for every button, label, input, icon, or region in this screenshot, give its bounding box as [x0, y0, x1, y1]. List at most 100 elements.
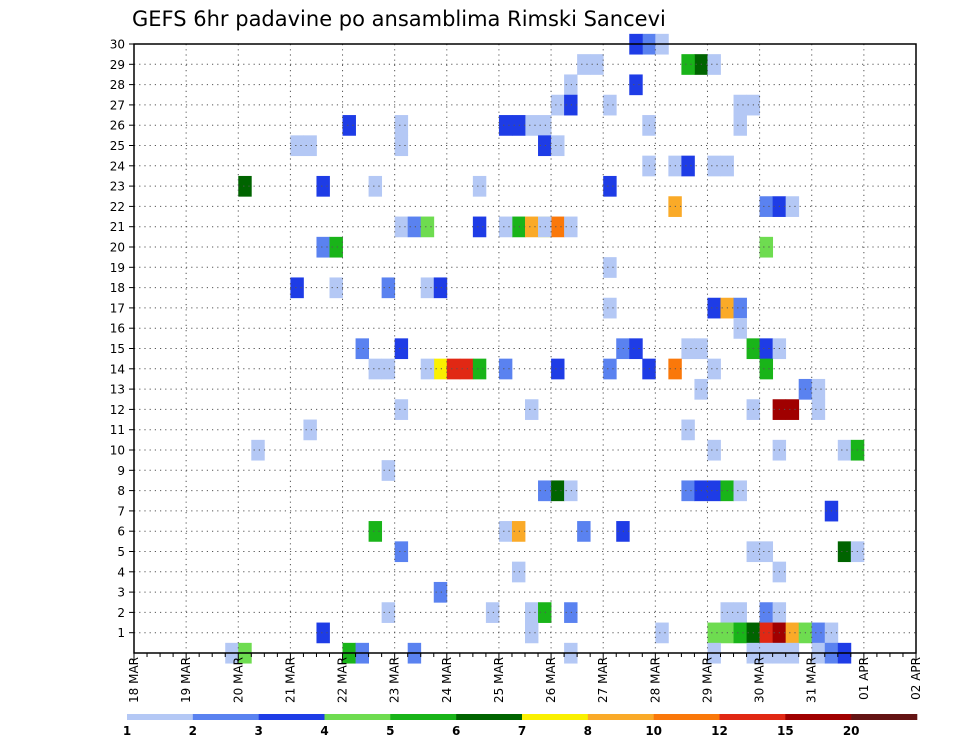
- heatmap-cell: [538, 115, 552, 136]
- y-tick-label: 21: [110, 220, 125, 234]
- y-tick-label: 25: [110, 139, 125, 153]
- x-tick-label: 26 MAR: [544, 657, 558, 703]
- y-tick-label: 6: [117, 525, 125, 539]
- heatmap-cell: [420, 277, 435, 299]
- legend-swatch: [785, 714, 852, 720]
- x-tick-label: 28 MAR: [648, 657, 662, 703]
- y-tick-label: 19: [110, 261, 125, 275]
- heatmap-cell: [446, 358, 461, 380]
- y-tick-label: 17: [110, 301, 125, 315]
- y-axis: 1234567891011121314151617181920212223242…: [110, 38, 134, 640]
- heatmap-cell: [472, 175, 487, 197]
- heatmap-cell: [811, 622, 826, 644]
- legend-label: 6: [452, 724, 460, 738]
- heatmap-cell: [759, 236, 774, 258]
- y-tick-label: 2: [117, 606, 125, 620]
- heatmap-cell: [629, 74, 643, 96]
- y-tick-label: 24: [110, 159, 125, 173]
- heatmap-cell: [707, 358, 721, 380]
- y-tick-label: 8: [117, 484, 125, 498]
- heatmap-cell: [381, 602, 396, 623]
- x-tick-label: 30 MAR: [753, 657, 767, 703]
- heatmap-cell: [629, 338, 643, 360]
- heatmap-cell: [498, 216, 513, 238]
- heatmap-cell: [603, 175, 617, 197]
- heatmap-cell: [525, 622, 539, 644]
- y-tick-label: 3: [117, 586, 125, 600]
- legend-label: 3: [254, 724, 262, 738]
- color-legend: 1 2 3 4 5 6 7 8 10 12 15 20: [123, 714, 918, 738]
- heatmap-cell: [733, 297, 747, 319]
- legend-swatch: [456, 714, 523, 720]
- x-tick-label: 02 APR: [909, 657, 923, 700]
- x-tick-label: 20 MAR: [231, 657, 245, 703]
- heatmap-cell: [420, 216, 435, 238]
- heatmap-cell: [655, 622, 669, 644]
- heatmap-cell: [511, 115, 526, 136]
- heatmap-cell: [511, 561, 526, 583]
- heatmap-cell: [472, 216, 487, 238]
- y-tick-label: 4: [117, 565, 125, 579]
- heatmap-cell: [303, 135, 317, 157]
- heatmap-cell: [459, 358, 474, 380]
- heatmap-cell: [511, 216, 526, 238]
- legend-swatch: [719, 714, 786, 720]
- legend-swatch: [258, 714, 325, 720]
- heatmap-cell: [498, 521, 513, 542]
- heatmap-cell: [551, 216, 565, 238]
- heatmap-cell: [785, 622, 800, 644]
- heatmap-cell: [394, 541, 409, 563]
- y-tick-label: 11: [110, 423, 125, 437]
- heatmap-cell: [577, 54, 591, 75]
- grid-lines: [134, 43, 916, 653]
- heatmap-cell: [394, 338, 409, 360]
- heatmap-cell: [368, 521, 383, 542]
- heatmap-cell: [707, 439, 721, 461]
- heatmap-cell: [538, 135, 552, 157]
- heatmap-cell: [785, 399, 800, 420]
- legend-label: 15: [777, 724, 794, 738]
- y-tick-label: 23: [110, 180, 125, 194]
- heatmap-cell: [733, 602, 747, 623]
- x-axis: 18 MAR 19 MAR 20 MAR 21 MAR 22 MAR 23 MAR 24 M…: [127, 653, 923, 703]
- heatmap-cell: [433, 358, 448, 380]
- heatmap-cell: [525, 602, 539, 623]
- heatmap-cell: [538, 216, 552, 238]
- y-tick-label: 14: [110, 362, 125, 376]
- heatmap-cell: [759, 338, 774, 360]
- heatmap-cell: [368, 175, 383, 197]
- heatmap-cell: [707, 622, 721, 644]
- legend-label: 5: [386, 724, 394, 738]
- x-tick-label: 19 MAR: [179, 657, 193, 703]
- heatmap-cell: [238, 175, 252, 197]
- heatmap-cell: [342, 115, 356, 136]
- heatmap-cell: [759, 541, 774, 563]
- legend-swatch: [192, 714, 259, 720]
- heatmap-cell: [733, 622, 747, 644]
- y-tick-label: 26: [110, 119, 125, 133]
- heatmap-cell: [316, 622, 330, 644]
- y-tick-label: 5: [117, 545, 125, 559]
- x-tick-label: 27 MAR: [596, 657, 610, 703]
- y-tick-label: 15: [110, 342, 125, 356]
- heatmap-cell: [603, 358, 617, 380]
- heatmap-cell: [394, 216, 409, 238]
- legend-swatch: [127, 714, 194, 720]
- legend-swatch: [324, 714, 391, 720]
- heatmap-cell: [420, 358, 435, 380]
- y-tick-label: 20: [110, 241, 125, 255]
- heatmap-cell: [498, 115, 513, 136]
- heatmap-cell: [733, 115, 747, 136]
- legend-swatch: [522, 714, 589, 720]
- heatmap-cell: [381, 358, 396, 380]
- legend-label: 1: [123, 724, 131, 738]
- y-tick-label: 12: [110, 403, 125, 417]
- x-tick-label: 01 APR: [857, 657, 871, 700]
- heatmap-cell: [811, 399, 826, 420]
- heatmap-cell: [707, 54, 721, 75]
- legend-swatch: [587, 714, 654, 720]
- chart-title: GEFS 6hr padavine po ansamblima Rimski S…: [132, 7, 666, 31]
- heatmap-cell: [329, 277, 343, 299]
- heatmap-cell: [707, 297, 721, 319]
